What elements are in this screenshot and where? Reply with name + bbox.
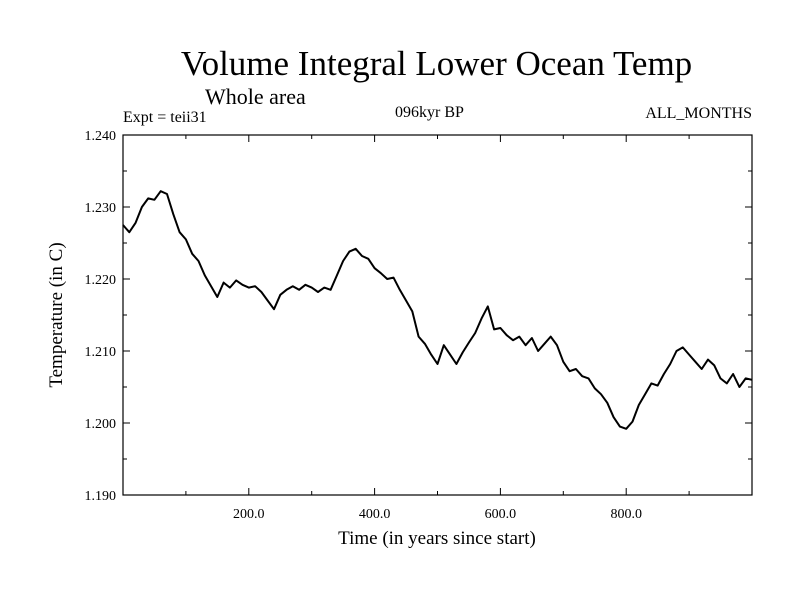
x-tick-label: 400.0 [359, 507, 391, 522]
y-tick-label: 1.230 [85, 201, 117, 216]
series-line [122, 190, 753, 430]
experiment-label: Expt = teii31 [123, 109, 207, 126]
months-label: ALL_MONTHS [645, 105, 752, 122]
y-tick-label: 1.220 [85, 273, 117, 288]
chart-title: Volume Integral Lower Ocean Temp [180, 44, 693, 83]
y-axis-label: Temperature (in C) [46, 242, 67, 387]
y-tick-label: 1.190 [85, 489, 117, 504]
x-tick-label: 200.0 [233, 507, 265, 522]
axis-ticks [123, 135, 752, 495]
x-tick-label: 800.0 [610, 507, 642, 522]
period-label: 096kyr BP [395, 104, 464, 121]
y-tick-label: 1.240 [85, 129, 117, 144]
x-tick-label: 600.0 [485, 507, 517, 522]
axis-tick-labels: 200.0 400.0 600.0 800.0 1.190 1.200 1.210 1.220… [85, 129, 642, 522]
x-axis-label: Time (in years since start) [338, 528, 536, 549]
plot-frame [122, 134, 753, 496]
y-tick-label: 1.210 [85, 345, 117, 360]
chart-subtitle: Whole area [205, 84, 306, 109]
y-tick-label: 1.200 [85, 417, 117, 432]
